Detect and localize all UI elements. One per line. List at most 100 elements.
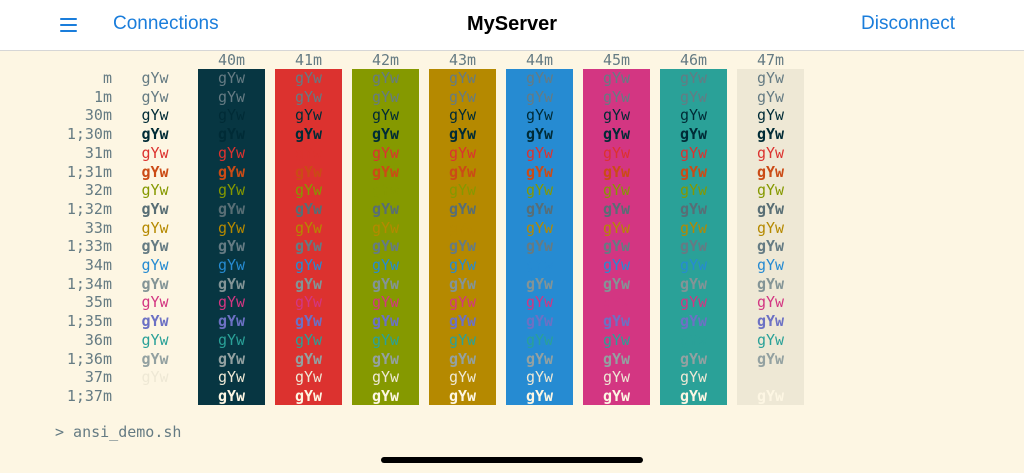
sample-cell: gYw: [602, 181, 631, 200]
sample-cell: gYw: [371, 162, 400, 181]
disconnect-button[interactable]: Disconnect: [861, 13, 955, 34]
sample-cell: gYw: [525, 218, 554, 237]
sample-cell: gYw: [679, 181, 708, 200]
sample-cell: gYw: [602, 274, 631, 293]
sample-cell: gYw: [525, 330, 554, 349]
background-column-40m: [198, 69, 265, 405]
home-indicator[interactable]: [381, 457, 643, 463]
sample-cell: gYw: [679, 349, 708, 368]
row-label: m: [102, 69, 112, 87]
sample-cell: gYw: [525, 312, 554, 331]
sample-cell: gYw: [371, 293, 400, 312]
sample-cell: gYw: [525, 125, 554, 144]
sample-cell: gYw: [679, 87, 708, 106]
sample-cell: gYw: [679, 162, 708, 181]
sample-cell: gYw: [141, 199, 169, 218]
sample-cell: gYw: [294, 199, 323, 218]
page-title: MyServer: [466, 13, 558, 35]
terminal-output[interactable]: > ansi_demo.sh 40m 41m 42m 43m 44m 45m 46m 47m m…: [0, 51, 1024, 473]
sample-cell: gYw: [448, 312, 477, 331]
sample-cell: gYw: [448, 143, 477, 162]
sample-cell: gYw: [141, 386, 169, 405]
background-column-41m: [275, 69, 342, 405]
column-header: 45m: [602, 51, 631, 69]
sample-cell: gYw: [679, 125, 708, 144]
sample-cell: gYw: [217, 293, 246, 312]
sample-cell: gYw: [525, 274, 554, 293]
sample-cell: gYw: [141, 293, 169, 312]
sample-cell: gYw: [371, 368, 400, 387]
sample-cell: gYw: [525, 293, 554, 312]
sample-cell: gYw: [602, 386, 631, 405]
sample-cell: gYw: [294, 274, 323, 293]
sample-cell: gYw: [371, 237, 400, 256]
background-column-44m: [506, 69, 573, 405]
sample-cell: gYw: [525, 162, 554, 181]
sample-cell: gYw: [756, 199, 785, 218]
sample-cell: gYw: [756, 368, 785, 387]
sample-cell: gYw: [448, 218, 477, 237]
sample-cell: gYw: [141, 218, 169, 237]
background-column-45m: [583, 69, 650, 405]
sample-cell: gYw: [371, 199, 400, 218]
sample-cell: gYw: [602, 330, 631, 349]
sample-cell: gYw: [141, 274, 169, 293]
sample-cell: gYw: [602, 125, 631, 144]
sample-cell: gYw: [602, 312, 631, 331]
sample-cell: gYw: [448, 256, 477, 274]
sample-cell: gYw: [371, 330, 400, 349]
column-header: 47m: [756, 51, 785, 69]
sample-cell: gYw: [602, 162, 631, 181]
sample-cell: gYw: [371, 143, 400, 162]
sample-cell: gYw: [602, 368, 631, 387]
sample-cell: gYw: [756, 386, 785, 405]
sample-cell: gYw: [294, 87, 323, 106]
sample-cell: gYw: [602, 106, 631, 125]
row-label: 1;31m: [66, 162, 112, 181]
sample-cell: gYw: [448, 237, 477, 256]
sample-cell: gYw: [602, 143, 631, 162]
sample-cell: gYw: [217, 218, 246, 237]
sample-cell: gYw: [141, 69, 169, 87]
row-label: 36m: [84, 330, 112, 349]
hamburger-menu-icon[interactable]: [60, 18, 77, 32]
sample-cell: gYw: [525, 237, 554, 256]
sample-cell: gYw: [756, 330, 785, 349]
sample-cell: gYw: [217, 143, 246, 162]
sample-cell: gYw: [217, 237, 246, 256]
connections-button[interactable]: Connections: [113, 13, 219, 34]
sample-cell: gYw: [371, 312, 400, 331]
sample-cell: gYw: [448, 293, 477, 312]
sample-cell: gYw: [525, 87, 554, 106]
sample-cell: gYw: [525, 386, 554, 405]
sample-cell: gYw: [679, 69, 708, 87]
sample-cell: gYw: [217, 106, 246, 125]
sample-cell: gYw: [217, 181, 246, 200]
column-header: 46m: [679, 51, 708, 69]
sample-cell: gYw: [217, 274, 246, 293]
row-label: 1m: [93, 87, 112, 106]
sample-cell: gYw: [217, 162, 246, 181]
row-label: 1;33m: [66, 237, 112, 256]
sample-cell: gYw: [679, 368, 708, 387]
row-label: 1;36m: [66, 349, 112, 368]
command-prompt: > ansi_demo.sh: [55, 423, 182, 441]
sample-cell: gYw: [448, 69, 477, 87]
sample-cell: gYw: [217, 125, 246, 144]
sample-cell: gYw: [141, 143, 169, 162]
sample-cell: gYw: [756, 293, 785, 312]
sample-cell: gYw: [294, 181, 323, 200]
sample-cell: gYw: [294, 386, 323, 405]
row-label: 1;32m: [66, 199, 112, 218]
sample-cell: gYw: [448, 274, 477, 293]
sample-cell: gYw: [679, 274, 708, 293]
sample-cell: gYw: [141, 181, 169, 200]
sample-cell: gYw: [371, 125, 400, 144]
sample-cell: gYw: [756, 87, 785, 106]
sample-cell: gYw: [217, 368, 246, 387]
sample-cell: gYw: [602, 218, 631, 237]
sample-cell: gYw: [525, 349, 554, 368]
column-header: 42m: [371, 51, 400, 69]
sample-cell: gYw: [141, 106, 169, 125]
sample-cell: gYw: [602, 237, 631, 256]
